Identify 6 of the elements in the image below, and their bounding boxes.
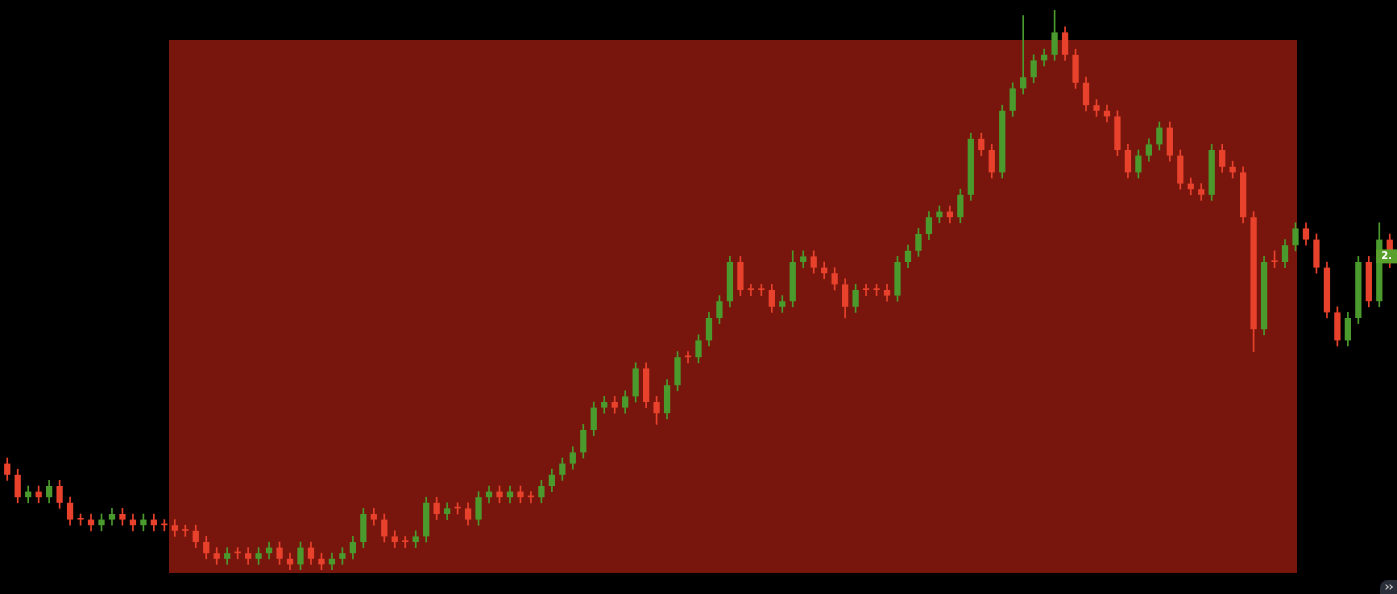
candlestick <box>862 284 870 296</box>
candlestick <box>182 524 189 537</box>
candlestick <box>402 536 409 548</box>
annotation: 2. <box>1381 249 1392 261</box>
candlestick <box>747 284 755 296</box>
candlestick <box>1020 15 1027 95</box>
